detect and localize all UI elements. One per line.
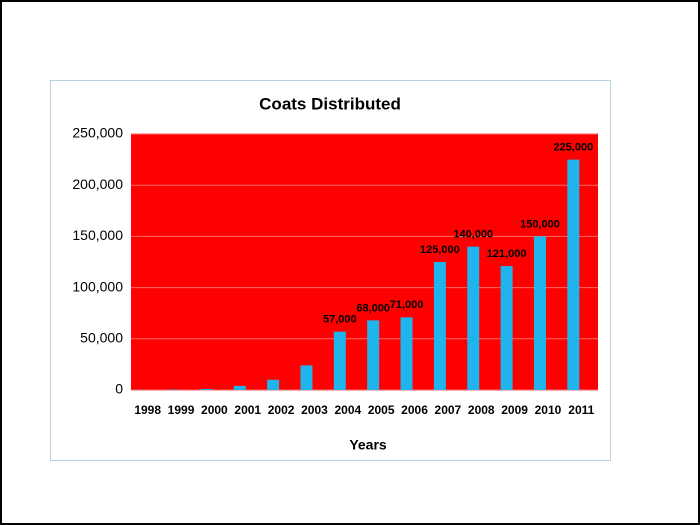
x-tick-label: 2004 [334,403,361,417]
x-tick-label: 2008 [468,403,495,417]
bar [333,331,346,390]
x-tick-label: 2007 [435,403,462,417]
bar [467,246,480,390]
x-tick-label: 2001 [234,403,261,417]
x-tick-label: 2005 [368,403,395,417]
x-tick-label: 1998 [134,403,161,417]
y-tick-label: 100,000 [72,278,123,294]
chart-title: Coats Distributed [259,94,401,113]
data-label: 125,000 [420,244,460,256]
x-axis-label: Years [349,437,387,453]
x-tick-label: 2010 [535,403,562,417]
bar [233,385,246,390]
bar [167,389,180,390]
bar [567,159,580,390]
x-tick-label: 2000 [201,403,228,417]
bar [300,365,313,390]
plot-area [131,134,598,390]
y-tick-label: 150,000 [72,227,123,243]
data-label: 225,000 [553,142,593,154]
x-tick-label: 2006 [401,403,428,417]
bar [533,236,546,390]
x-tick-label: 2002 [268,403,295,417]
y-tick-label: 250,000 [72,125,123,141]
data-label: 140,000 [453,229,493,241]
x-tick-label: 2011 [568,403,594,417]
bar [433,262,446,390]
y-tick-label: 200,000 [72,176,123,192]
y-tick-label: 50,000 [80,330,123,346]
x-tick-label: 1999 [168,403,195,417]
bar [400,317,413,390]
bar [500,266,513,390]
data-label: 121,000 [487,248,527,260]
bar [267,379,280,390]
data-label: 57,000 [323,314,357,326]
bar [367,320,380,390]
data-label: 68,000 [356,302,390,314]
data-label: 71,000 [390,299,424,311]
x-tick-label: 2009 [501,403,528,417]
y-tick-label: 0 [115,381,123,397]
bar [200,388,213,390]
x-tick-label: 2003 [301,403,328,417]
data-label: 150,000 [520,218,560,230]
